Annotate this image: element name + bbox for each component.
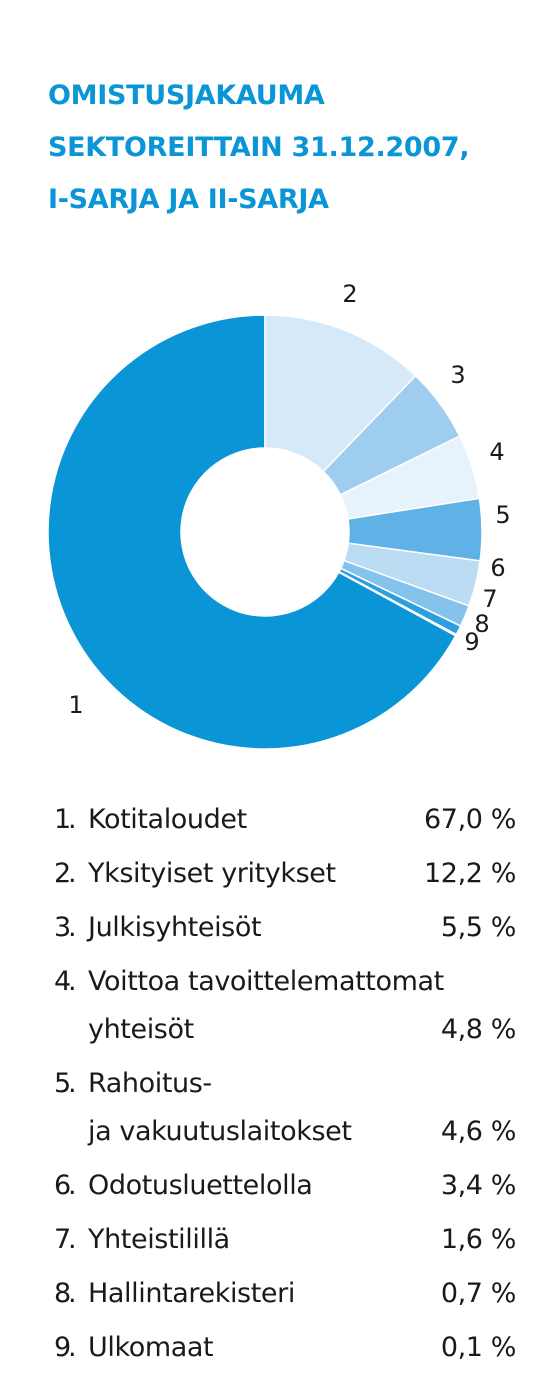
slice-label-3: 3 (450, 361, 465, 389)
legend-row-8: 8. Hallintarekisteri 0,7 % (54, 1270, 516, 1318)
legend-label: Yhteistilillä (88, 1224, 230, 1255)
legend-label-line: yhteisöt (88, 1014, 194, 1045)
legend-label: Kotitaloudet (88, 804, 247, 835)
legend-row-5: 5. Rahoitus- ja vakuutuslaitokset 4,6 % (54, 1060, 516, 1156)
pie-slice-1 (47, 314, 457, 750)
legend-number: 4 (54, 966, 71, 997)
legend-value: 4,8 % (440, 1014, 517, 1045)
legend-value: 4,6 % (440, 1116, 517, 1147)
legend-number: 6 (54, 1170, 71, 1201)
legend-label: Odotusluettelolla (88, 1170, 313, 1201)
slice-label-6: 6 (490, 554, 505, 582)
legend-number: 5 (54, 1068, 71, 1099)
legend-label: Hallintarekisteri (88, 1278, 295, 1309)
legend-row-9: 9. Ulkomaat 0,1 % (54, 1324, 516, 1372)
chart-title: OMISTUSJAKAUMA SEKTOREITTAIN 31.12.2007,… (48, 70, 528, 226)
legend-value: 67,0 % (424, 804, 516, 835)
slice-label-1: 1 (68, 691, 83, 719)
legend-number: 7 (54, 1224, 71, 1255)
legend-row-1: 1. Kotitaloudet 67,0 % (54, 796, 516, 844)
legend-number: 9 (54, 1332, 71, 1363)
pie-slice-9 (337, 570, 458, 637)
legend-label-line: Voittoa tavoittelemattomat (88, 966, 444, 997)
legend-value: 12,2 % (424, 858, 516, 889)
legend-label: Yksityiset yritykset (88, 858, 336, 889)
pie-slice-2 (264, 314, 417, 473)
legend-label-line: Rahoitus- (88, 1068, 212, 1099)
legend-row-3: 3. Julkisyhteisöt 5,5 % (54, 904, 516, 952)
legend-value: 0,7 % (440, 1278, 517, 1309)
legend-number: 1 (54, 804, 71, 835)
slice-label-2: 2 (342, 280, 357, 308)
title-line: I-SARJA JA II-SARJA (48, 184, 329, 215)
legend-row-2: 2. Yksityiset yritykset 12,2 % (54, 850, 516, 898)
title-line: SEKTOREITTAIN 31.12.2007, (48, 132, 470, 163)
legend-number: 3 (54, 912, 71, 943)
legend-label-line: ja vakuutuslaitokset (88, 1116, 352, 1147)
legend-row-4: 4. Voittoa tavoittelemattomat yhteisöt 4… (54, 958, 516, 1054)
legend-value: 3,4 % (440, 1170, 517, 1201)
legend-value: 5,5 % (440, 912, 517, 943)
donut-chart: 1 2 3 4 5 6 789 (47, 280, 511, 750)
title-line: OMISTUSJAKAUMA (48, 80, 325, 111)
legend-value: 0,1 % (440, 1332, 517, 1363)
slice-label-5: 5 (495, 501, 510, 529)
legend-row-6: 6. Odotusluettelolla 3,4 % (54, 1162, 516, 1210)
legend-number: 8 (54, 1278, 71, 1309)
legend-label: Ulkomaat (88, 1332, 214, 1363)
slice-label-7: 7 (482, 585, 497, 613)
legend: 1. Kotitaloudet 67,0 % 2. Yksityiset yri… (54, 796, 516, 1372)
slice-label-9: 9 (464, 628, 479, 656)
legend-number: 2 (54, 858, 71, 889)
slice-label-4: 4 (489, 438, 504, 466)
slice-label-8: 8 (474, 610, 489, 638)
legend-label: Julkisyhteisöt (88, 912, 262, 943)
legend-row-7: 7. Yhteistilillä 1,6 % (54, 1216, 516, 1264)
legend-value: 1,6 % (440, 1224, 517, 1255)
